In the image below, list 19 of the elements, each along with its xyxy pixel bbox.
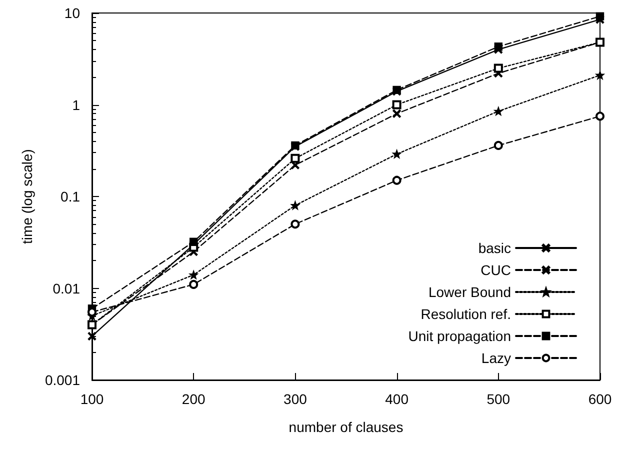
y-tick-label: 0.001 xyxy=(44,372,80,388)
x-tick-label: 200 xyxy=(182,391,206,407)
x-tick-label: 100 xyxy=(80,391,104,407)
legend-label: Resolution ref. xyxy=(420,306,511,322)
x-tick-label: 500 xyxy=(486,391,510,407)
y-tick-label: 1 xyxy=(72,96,80,113)
legend-label: basic xyxy=(478,240,511,256)
y-axis-title: time (log scale) xyxy=(19,149,35,244)
x-tick-label: 300 xyxy=(284,391,308,407)
y-tick-label: 0.1 xyxy=(60,188,80,204)
legend-label: CUC xyxy=(480,262,511,278)
legend-label: Lazy xyxy=(481,350,511,366)
legend-label: Unit propagation xyxy=(408,328,511,344)
y-tick-label: 10 xyxy=(64,5,80,21)
x-axis-title: number of clauses xyxy=(288,419,404,435)
x-tick-label: 400 xyxy=(385,391,409,407)
legend-label: Lower Bound xyxy=(428,284,511,300)
x-tick-label: 600 xyxy=(588,391,612,407)
y-tick-label: 0.01 xyxy=(52,280,80,296)
